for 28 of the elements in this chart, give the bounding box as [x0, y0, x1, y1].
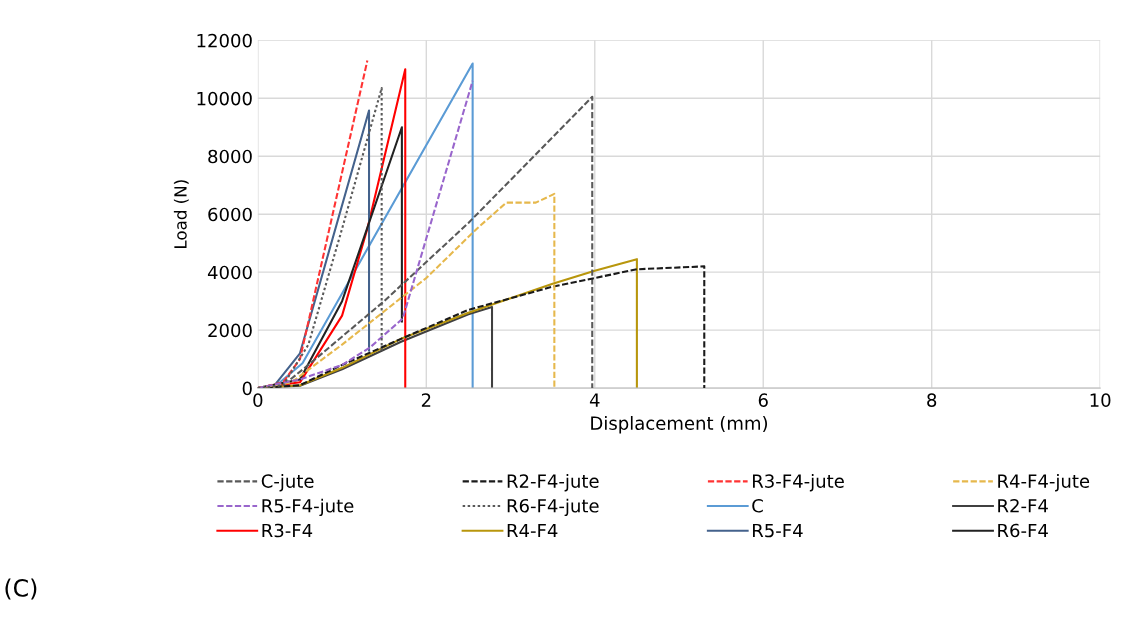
y-tick-label: 6000: [208, 207, 252, 222]
x-tick-label: 10: [1090, 393, 1111, 407]
x-tick-label: 2: [421, 393, 431, 407]
legend-label: C: [752, 498, 763, 513]
legend-label: R4-F4-jute: [998, 473, 1090, 492]
legend-label: R2-F4-jute: [507, 473, 599, 492]
x-tick-label: 4: [589, 393, 600, 407]
text: (C): [5, 578, 37, 600]
y-axis-title: Load (N): [173, 180, 189, 248]
y-tick-label: 4000: [207, 265, 252, 280]
legend-label: C-jute: [261, 473, 314, 492]
x-tick-label: 8: [927, 393, 937, 407]
legend-label: R5-F4: [753, 523, 803, 538]
legend-label: R3-F4-jute: [753, 473, 844, 492]
legend-label: R3-F4: [262, 523, 313, 538]
x-tick-label: 6: [758, 393, 768, 407]
y-tick-label: 8000: [208, 149, 252, 164]
y-tick-label: 10000: [197, 91, 252, 106]
legend-label: R6-F4: [998, 523, 1048, 538]
legend-label: R6-F4-jute: [507, 498, 599, 517]
y-tick-label: 2000: [208, 323, 252, 338]
legend-label: R5-F4-jute: [262, 498, 354, 517]
y-tick-label: 0: [242, 381, 252, 396]
y-tick-label: 12000: [197, 33, 252, 48]
x-axis-title: Displacement (mm): [591, 416, 768, 434]
legend-label: R4-F4: [507, 523, 558, 538]
x-tick-label: 0: [253, 393, 263, 407]
legend-label: R2-F4: [998, 498, 1048, 513]
